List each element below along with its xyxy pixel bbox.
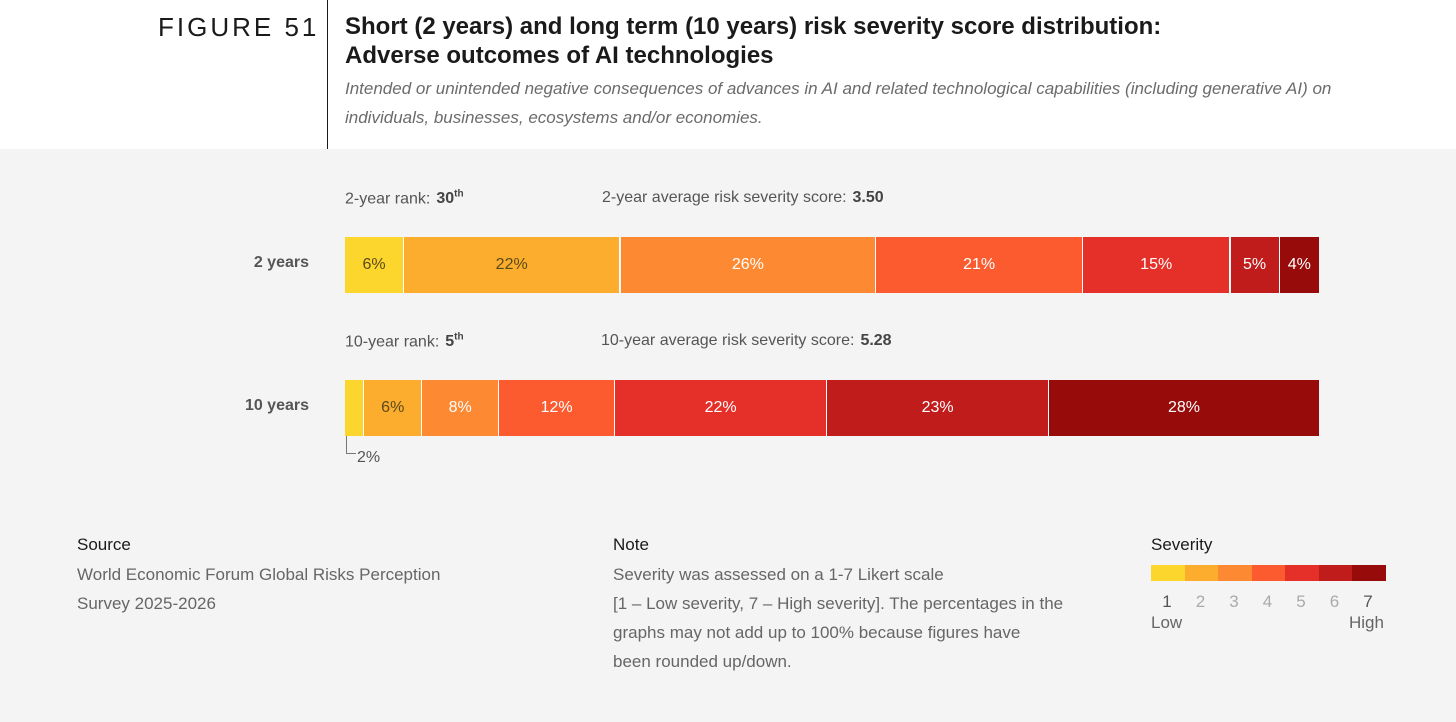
title-line-1: Short (2 years) and long term (10 years)… bbox=[345, 13, 1162, 40]
legend-number-5: 5 bbox=[1296, 592, 1306, 611]
bar-segment-severity-6: 5% bbox=[1230, 237, 1280, 293]
legend-number-2: 2 bbox=[1195, 592, 1206, 611]
source-text: World Economic Forum Global Risks Percep… bbox=[77, 560, 440, 618]
note-line-3: graphs may not add up to 100% because fi… bbox=[613, 623, 1021, 642]
segment-value-label: 4% bbox=[1287, 256, 1311, 273]
legend-number-3: 3 bbox=[1229, 592, 1239, 611]
bar-segment-severity-2: 22% bbox=[404, 237, 621, 293]
bar-segment-severity-3: 26% bbox=[620, 237, 877, 293]
segment-value-label: 22% bbox=[704, 399, 737, 416]
callout-2-percent: 2% bbox=[357, 449, 381, 466]
title-line-2: Adverse outcomes of AI technologies bbox=[345, 42, 774, 69]
segment-value-label: 23% bbox=[921, 399, 954, 416]
bar-2-years: 6% 22% 26% 21% 15% 5% 4% bbox=[345, 237, 1319, 293]
note-line-1: Severity was assessed on a 1-7 Likert sc… bbox=[613, 565, 944, 584]
ten-year-rank-label: 10-year rank: bbox=[345, 333, 440, 351]
bar-segment-severity-1: 6% bbox=[345, 237, 404, 293]
source-heading: Source bbox=[77, 535, 131, 554]
legend-swatch-2 bbox=[1184, 565, 1218, 581]
two-year-rank-value: 30th bbox=[436, 189, 464, 208]
note-heading: Note bbox=[613, 535, 649, 554]
bar-segment-severity-6: 23% bbox=[827, 380, 1049, 436]
two-year-avg-value: 3.50 bbox=[852, 189, 884, 206]
two-year-rank: 2-year rank: 30th bbox=[345, 189, 464, 208]
row-label-2-years: 2 years bbox=[253, 254, 309, 271]
figure-title: Short (2 years) and long term (10 years)… bbox=[345, 12, 1345, 70]
legend-high-label: High bbox=[1349, 613, 1384, 632]
legend-number-4: 4 bbox=[1262, 592, 1273, 611]
segment-value-label: 28% bbox=[1167, 399, 1201, 416]
subtitle-line-2: individuals, businesses, ecosystems and/… bbox=[345, 108, 763, 127]
figure-subtitle: Intended or unintended negative conseque… bbox=[345, 74, 1345, 132]
note-line-4: been rounded up/down. bbox=[613, 652, 792, 671]
source-line-2: Survey 2025-2026 bbox=[77, 594, 216, 613]
segment-value-label: 26% bbox=[731, 256, 764, 273]
ten-year-avg-label: 10-year average risk severity score: bbox=[601, 332, 855, 349]
legend-low-label: Low bbox=[1151, 613, 1183, 632]
legend-number-7: 7 bbox=[1363, 592, 1373, 611]
bar-segment-severity-4: 21% bbox=[876, 237, 1083, 293]
bar-segment-severity-2: 6% bbox=[364, 380, 423, 436]
segment-value-label: 12% bbox=[540, 399, 573, 416]
legend-number-1: 1 bbox=[1162, 592, 1172, 611]
legend-swatch-6 bbox=[1318, 565, 1352, 581]
row-label-10-years: 10 years bbox=[244, 397, 309, 414]
two-year-avg-score: 2-year average risk severity score: 3.50 bbox=[602, 189, 884, 207]
note-text: Severity was assessed on a 1-7 Likert sc… bbox=[613, 560, 1063, 676]
bar-10-years: 6% 8% 12% 22% 23% 28% bbox=[345, 380, 1319, 436]
bar-segment-severity-4: 12% bbox=[499, 380, 615, 436]
segment-value-label: 15% bbox=[1140, 256, 1173, 273]
bar-segment-severity-5: 15% bbox=[1082, 237, 1231, 293]
ten-year-avg-score: 10-year average risk severity score: 5.28 bbox=[601, 332, 892, 350]
header-divider bbox=[327, 0, 328, 149]
figure-label: FIGURE 51 bbox=[158, 12, 320, 42]
figure-header: FIGURE 51 Short (2 years) and long term … bbox=[0, 0, 1456, 149]
legend-heading: Severity bbox=[1151, 535, 1213, 554]
segment-value-label: 6% bbox=[362, 256, 386, 273]
callout-leader-line bbox=[346, 436, 356, 454]
segment-value-label: 6% bbox=[381, 399, 405, 416]
ten-year-rank: 10-year rank: 5th bbox=[345, 332, 464, 351]
legend-swatch-4 bbox=[1251, 565, 1285, 581]
bar-segment-severity-3: 8% bbox=[422, 380, 500, 436]
bar-segment-severity-7: 28% bbox=[1049, 380, 1319, 436]
source-line-1: World Economic Forum Global Risks Percep… bbox=[77, 565, 441, 584]
legend-swatch-3 bbox=[1218, 565, 1252, 581]
bar-segment-severity-1 bbox=[345, 380, 365, 436]
two-year-rank-label: 2-year rank: bbox=[345, 190, 431, 208]
ten-year-avg-value: 5.28 bbox=[860, 332, 892, 349]
two-year-avg-label: 2-year average risk severity score: bbox=[602, 189, 847, 206]
legend-swatch-1 bbox=[1151, 565, 1185, 581]
legend-number-6: 6 bbox=[1329, 592, 1340, 611]
segment-value-label: 21% bbox=[963, 256, 996, 273]
legend-swatch-5 bbox=[1285, 565, 1319, 581]
ten-year-rank-value: 5th bbox=[445, 332, 464, 351]
bar-segment-severity-7: 4% bbox=[1279, 237, 1319, 293]
segment-value-label: 22% bbox=[495, 256, 528, 273]
bar-segment-severity-5: 22% bbox=[615, 380, 828, 436]
note-line-2: [1 – Low severity, 7 – High severity]. T… bbox=[613, 594, 1064, 613]
segment-value-label: 5% bbox=[1243, 256, 1267, 273]
segment-value-label: 8% bbox=[448, 399, 472, 416]
subtitle-line-1: Intended or unintended negative conseque… bbox=[345, 79, 1332, 98]
legend-swatch-7 bbox=[1352, 565, 1386, 581]
